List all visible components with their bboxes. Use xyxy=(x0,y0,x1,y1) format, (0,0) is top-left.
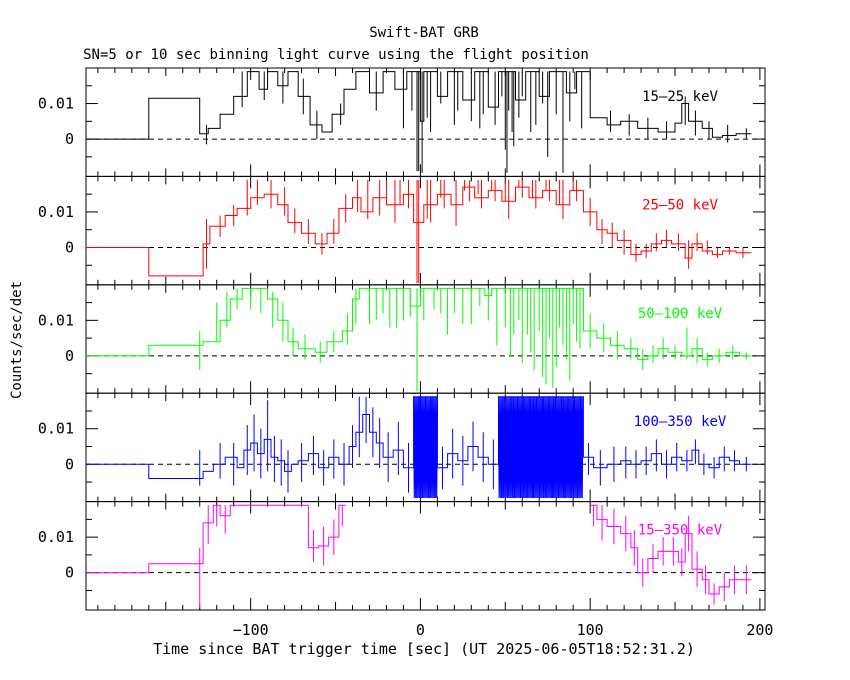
series-2 xyxy=(86,287,752,392)
band-label: 50–100 keV xyxy=(638,306,723,322)
band-label: 15–25 keV xyxy=(642,89,718,105)
x-tick-label: 200 xyxy=(746,621,773,639)
band-label: 100–350 keV xyxy=(634,414,727,430)
step-line xyxy=(86,287,752,360)
step-line xyxy=(86,186,752,277)
y-tick-label: 0 xyxy=(65,564,74,582)
x-tick-label: 0 xyxy=(416,621,425,639)
y-tick-label: 0 xyxy=(65,347,74,365)
band-label: 25–50 keV xyxy=(642,197,718,213)
y-tick-label: 0.01 xyxy=(38,528,74,546)
chart-subtitle: SN=5 or 10 sec binning light curve using… xyxy=(83,47,589,63)
panel-4: 0.01 0 15–350 keV xyxy=(38,501,766,611)
series-0 xyxy=(86,71,752,173)
dense-variability xyxy=(413,396,438,499)
y-tick-label: 0.01 xyxy=(38,420,74,438)
panel-1: 0.01 0 25–50 keV xyxy=(38,175,766,286)
panel-frame xyxy=(85,175,766,286)
panel-0: 0.01 0 15–25 keV xyxy=(38,67,766,177)
panel-2: 0.01 0 50–100 keV xyxy=(38,284,766,394)
step-line xyxy=(86,504,346,574)
x-tick-label: −100 xyxy=(233,621,269,639)
y-axis-label: Counts/sec/det xyxy=(9,281,25,399)
panels-group: 0.01 0 15–25 keV 0.01 0 25–50 keV 0.01 0 50–100 … xyxy=(38,67,773,639)
y-tick-label: 0 xyxy=(65,455,74,473)
step-line xyxy=(86,71,752,140)
y-tick-label: 0.01 xyxy=(38,311,74,329)
panel-frame xyxy=(85,67,766,177)
y-tick-label: 0 xyxy=(65,130,74,148)
dense-variability xyxy=(498,396,584,499)
x-axis-label: Time since BAT trigger time [sec] (UT 20… xyxy=(153,640,695,658)
series-3 xyxy=(86,396,752,499)
series-1 xyxy=(86,179,752,284)
x-tick-label: 100 xyxy=(577,621,604,639)
panel-3: 0.01 0 100–350 keV xyxy=(38,392,766,503)
band-label: 15–350 keV xyxy=(638,523,723,539)
y-tick-label: 0.01 xyxy=(38,203,74,221)
panel-frame xyxy=(85,501,766,611)
y-tick-label: 0 xyxy=(65,238,74,256)
y-tick-label: 0.01 xyxy=(38,95,74,113)
series-4 xyxy=(86,504,752,609)
chart-title: Swift-BAT GRB xyxy=(369,25,479,41)
